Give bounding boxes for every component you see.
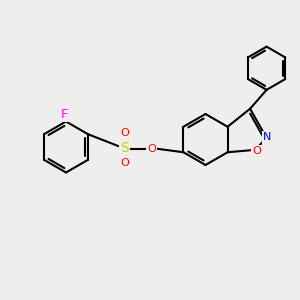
Text: O: O [120, 158, 129, 169]
Text: N: N [263, 132, 272, 142]
Text: O: O [252, 146, 261, 156]
Text: S: S [120, 142, 129, 155]
Text: O: O [120, 128, 129, 139]
Text: O: O [147, 143, 156, 154]
Text: F: F [61, 107, 68, 121]
